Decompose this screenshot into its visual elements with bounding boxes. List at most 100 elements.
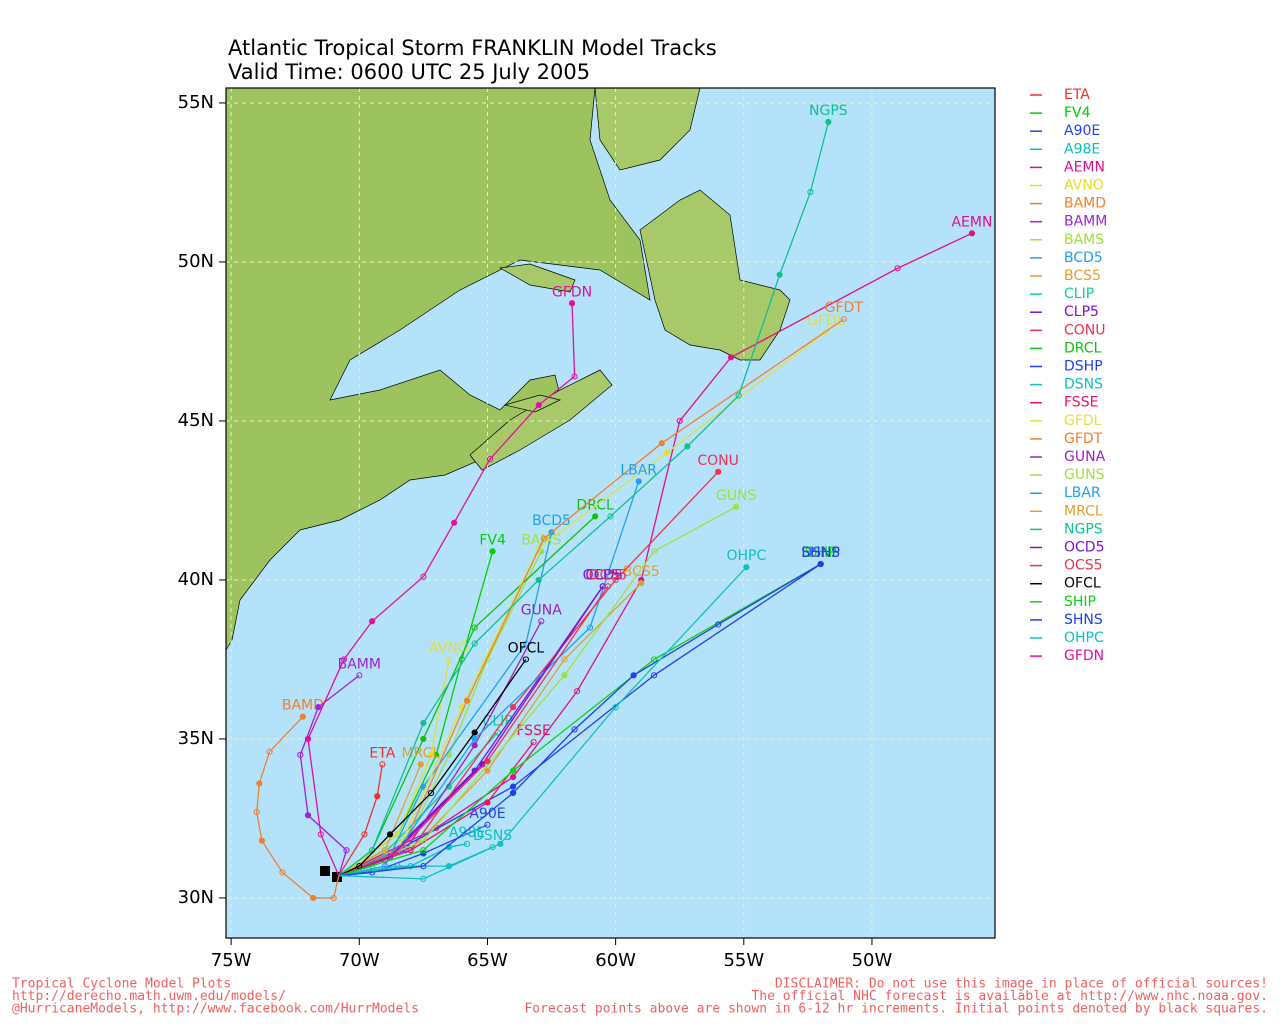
- track-label: GFDT: [825, 300, 864, 316]
- x-tick-label: 50W: [852, 950, 893, 971]
- track-label: OCS5: [589, 567, 628, 583]
- track-point: [374, 793, 381, 800]
- track-point: [297, 751, 304, 758]
- legend-label: BAMM: [1064, 214, 1107, 230]
- x-tick-label: 70W: [339, 950, 380, 971]
- track-point: [612, 576, 619, 584]
- track-point: [825, 118, 832, 126]
- legend-label: NGPS: [1064, 521, 1103, 537]
- track-point: [592, 513, 599, 520]
- track-point: [571, 726, 578, 733]
- track-point: [417, 761, 424, 768]
- track-point: [451, 519, 458, 526]
- track-point: [299, 713, 306, 720]
- track-point: [684, 443, 691, 450]
- legend-label: MRCL: [1064, 503, 1103, 519]
- track-point: [489, 843, 496, 851]
- track-point: [607, 513, 614, 520]
- track-line: [338, 843, 468, 877]
- track-point: [304, 735, 312, 743]
- track-point: [530, 739, 537, 746]
- track-point: [509, 773, 517, 781]
- track-line: [307, 303, 576, 876]
- legend-label: OCS5: [1064, 558, 1103, 574]
- legend-label: BCD5: [1064, 250, 1103, 266]
- track-point: [484, 767, 491, 774]
- track-point: [427, 751, 435, 758]
- legend-label: GUNA: [1064, 449, 1106, 465]
- track-point: [715, 468, 722, 475]
- track-point: [420, 719, 427, 727]
- y-tick-label: 40N: [178, 569, 214, 590]
- land: [498, 263, 576, 293]
- track-point: [379, 761, 386, 768]
- track-label: NGPS: [809, 103, 848, 119]
- legend-label: GFDT: [1064, 431, 1103, 447]
- track-point: [486, 455, 494, 463]
- track-line: [338, 764, 384, 877]
- footer-text: http://derecho.math.uwm.edu/models/: [12, 989, 286, 1004]
- track-point: [776, 271, 783, 278]
- chart-title: Atlantic Tropical Storm FRANKLIN Model T…: [228, 36, 717, 60]
- track-point: [420, 875, 427, 882]
- track-point: [489, 548, 496, 555]
- track-label: DSNS: [473, 828, 512, 844]
- legend-label: A98E: [1064, 141, 1100, 157]
- track-point: [420, 837, 427, 844]
- track-label: DSHP: [801, 545, 840, 561]
- legend-label: LBAR: [1064, 485, 1101, 501]
- track-point: [463, 697, 471, 704]
- track-label: LBAR: [620, 462, 657, 478]
- legend-label: FSSE: [1064, 395, 1098, 411]
- track-label: CLP5: [585, 567, 620, 583]
- track-point: [420, 573, 427, 580]
- track-point: [330, 894, 337, 902]
- track-label: FV4: [479, 532, 506, 548]
- track-point: [445, 656, 453, 663]
- track-point: [509, 783, 517, 790]
- track-point: [650, 548, 658, 555]
- track-label: BAMD: [282, 698, 324, 714]
- track-point: [522, 656, 530, 663]
- track-label: ETA: [369, 745, 395, 761]
- track-point: [427, 789, 435, 797]
- track-point: [253, 808, 260, 816]
- footer-text: The official NHC forecast is available a…: [751, 989, 1268, 1004]
- y-tick-label: 55N: [178, 92, 214, 113]
- track-line: [338, 121, 830, 877]
- chart-subtitle: Valid Time: 0600 UTC 25 July 2005: [228, 60, 590, 84]
- track-line: [338, 659, 450, 877]
- track-point: [343, 847, 350, 854]
- track-point: [733, 503, 740, 510]
- track-point: [571, 373, 578, 380]
- track-label: BCS5: [623, 564, 660, 580]
- track-label: SHNS: [801, 545, 840, 561]
- track-point: [817, 560, 824, 568]
- track-point: [471, 729, 478, 736]
- track-point: [484, 799, 491, 806]
- track-label: OCD5: [583, 567, 623, 583]
- track-point: [317, 831, 324, 838]
- legend-label: SHIP: [1064, 594, 1096, 610]
- track-point: [509, 789, 517, 797]
- track-point: [604, 583, 612, 590]
- map: [225, 87, 995, 938]
- track-point: [484, 821, 491, 828]
- track-point: [727, 354, 735, 361]
- track-label: OFCL: [508, 640, 545, 656]
- legend-label: AVNO: [1064, 178, 1104, 194]
- track-point: [304, 812, 312, 819]
- track-point: [650, 656, 658, 663]
- track-point: [392, 850, 399, 857]
- track-point: [650, 672, 658, 679]
- track-point: [361, 831, 368, 838]
- track-point: [735, 392, 742, 399]
- track-point: [743, 564, 750, 571]
- track-point: [381, 847, 389, 854]
- legend-label: BCS5: [1064, 268, 1101, 284]
- track-point: [540, 535, 547, 542]
- track-point: [420, 847, 427, 854]
- track-line: [338, 563, 822, 877]
- initial-point: [332, 872, 342, 882]
